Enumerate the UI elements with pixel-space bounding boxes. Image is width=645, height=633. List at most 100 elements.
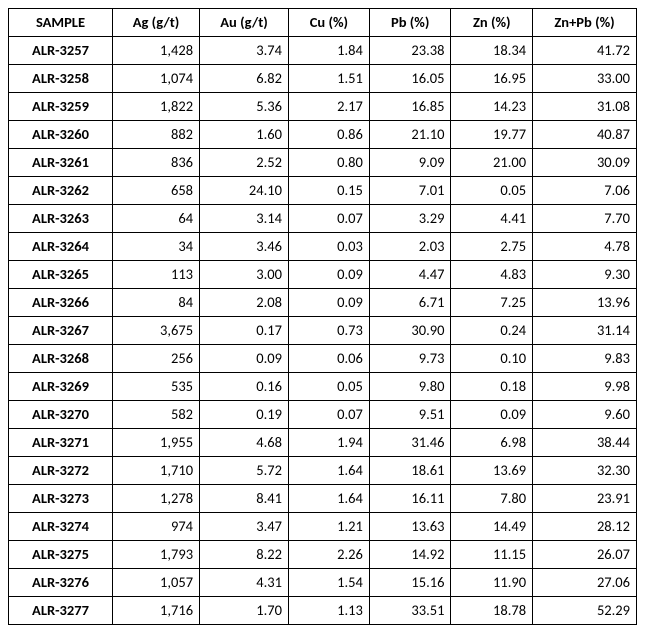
table-row: ALR-326265824.100.157.010.057.06 <box>9 177 637 205</box>
cell-pb: 14.92 <box>369 541 451 569</box>
cell-cu: 0.86 <box>288 121 369 149</box>
cell-au: 8.22 <box>200 541 289 569</box>
cell-au: 24.10 <box>200 177 289 205</box>
table-row: ALR-32771,7161.701.1333.5118.7852.29 <box>9 597 637 625</box>
cell-znpb: 4.78 <box>533 233 637 261</box>
cell-znpb: 40.87 <box>533 121 637 149</box>
cell-pb: 9.51 <box>369 401 451 429</box>
cell-sample: ALR-3268 <box>9 345 113 373</box>
table-row: ALR-32751,7938.222.2614.9211.1526.07 <box>9 541 637 569</box>
cell-pb: 4.47 <box>369 261 451 289</box>
table-row: ALR-32711,9554.681.9431.466.9838.44 <box>9 429 637 457</box>
cell-ag: 1,822 <box>112 93 199 121</box>
cell-zn: 14.23 <box>451 93 533 121</box>
cell-pb: 31.46 <box>369 429 451 457</box>
cell-znpb: 9.83 <box>533 345 637 373</box>
cell-pb: 13.63 <box>369 513 451 541</box>
cell-au: 0.19 <box>200 401 289 429</box>
cell-sample: ALR-3274 <box>9 513 113 541</box>
cell-zn: 0.24 <box>451 317 533 345</box>
assay-table: SAMPLEAg (g/t)Au (g/t)Cu (%)Pb (%)Zn (%)… <box>8 8 637 625</box>
table-row: ALR-32618362.520.809.0921.0030.09 <box>9 149 637 177</box>
cell-cu: 0.03 <box>288 233 369 261</box>
table-row: ALR-32749743.471.2113.6314.4928.12 <box>9 513 637 541</box>
table-row: ALR-3263643.140.073.294.417.70 <box>9 205 637 233</box>
cell-pb: 33.51 <box>369 597 451 625</box>
cell-zn: 7.25 <box>451 289 533 317</box>
cell-au: 8.41 <box>200 485 289 513</box>
cell-sample: ALR-3263 <box>9 205 113 233</box>
cell-au: 3.47 <box>200 513 289 541</box>
header-au: Au (g/t) <box>200 9 289 37</box>
cell-au: 4.68 <box>200 429 289 457</box>
cell-au: 0.17 <box>200 317 289 345</box>
cell-ag: 882 <box>112 121 199 149</box>
cell-ag: 256 <box>112 345 199 373</box>
cell-ag: 64 <box>112 205 199 233</box>
cell-zn: 2.75 <box>451 233 533 261</box>
cell-znpb: 13.96 <box>533 289 637 317</box>
cell-pb: 23.38 <box>369 37 451 65</box>
cell-pb: 30.90 <box>369 317 451 345</box>
cell-znpb: 27.06 <box>533 569 637 597</box>
table-row: ALR-3264343.460.032.032.754.78 <box>9 233 637 261</box>
cell-zn: 11.15 <box>451 541 533 569</box>
cell-zn: 13.69 <box>451 457 533 485</box>
cell-cu: 0.15 <box>288 177 369 205</box>
cell-ag: 974 <box>112 513 199 541</box>
table-row: ALR-32571,4283.741.8423.3818.3441.72 <box>9 37 637 65</box>
cell-zn: 16.95 <box>451 65 533 93</box>
header-zn: Zn (%) <box>451 9 533 37</box>
cell-znpb: 9.60 <box>533 401 637 429</box>
cell-zn: 4.41 <box>451 205 533 233</box>
cell-au: 5.36 <box>200 93 289 121</box>
cell-ag: 1,955 <box>112 429 199 457</box>
cell-znpb: 26.07 <box>533 541 637 569</box>
cell-znpb: 30.09 <box>533 149 637 177</box>
table-row: ALR-32651133.000.094.474.839.30 <box>9 261 637 289</box>
cell-cu: 1.51 <box>288 65 369 93</box>
cell-cu: 1.54 <box>288 569 369 597</box>
cell-au: 2.52 <box>200 149 289 177</box>
cell-ag: 113 <box>112 261 199 289</box>
cell-cu: 0.07 <box>288 401 369 429</box>
cell-sample: ALR-3261 <box>9 149 113 177</box>
cell-znpb: 52.29 <box>533 597 637 625</box>
cell-cu: 0.06 <box>288 345 369 373</box>
table-row: ALR-32705820.190.079.510.099.60 <box>9 401 637 429</box>
cell-cu: 0.09 <box>288 289 369 317</box>
cell-cu: 0.73 <box>288 317 369 345</box>
cell-sample: ALR-3264 <box>9 233 113 261</box>
cell-pb: 9.73 <box>369 345 451 373</box>
cell-zn: 14.49 <box>451 513 533 541</box>
cell-cu: 2.17 <box>288 93 369 121</box>
cell-ag: 34 <box>112 233 199 261</box>
cell-au: 3.74 <box>200 37 289 65</box>
cell-ag: 658 <box>112 177 199 205</box>
cell-zn: 0.18 <box>451 373 533 401</box>
table-row: ALR-32721,7105.721.6418.6113.6932.30 <box>9 457 637 485</box>
header-pb: Pb (%) <box>369 9 451 37</box>
table-row: ALR-32673,6750.170.7330.900.2431.14 <box>9 317 637 345</box>
cell-zn: 0.05 <box>451 177 533 205</box>
cell-cu: 1.64 <box>288 485 369 513</box>
cell-sample: ALR-3257 <box>9 37 113 65</box>
table-body: ALR-32571,4283.741.8423.3818.3441.72ALR-… <box>9 37 637 625</box>
cell-cu: 1.64 <box>288 457 369 485</box>
cell-ag: 3,675 <box>112 317 199 345</box>
cell-zn: 4.83 <box>451 261 533 289</box>
cell-cu: 0.09 <box>288 261 369 289</box>
cell-au: 6.82 <box>200 65 289 93</box>
table-row: ALR-32731,2788.411.6416.117.8023.91 <box>9 485 637 513</box>
cell-ag: 1,716 <box>112 597 199 625</box>
cell-ag: 1,428 <box>112 37 199 65</box>
cell-au: 4.31 <box>200 569 289 597</box>
cell-ag: 1,793 <box>112 541 199 569</box>
cell-pb: 6.71 <box>369 289 451 317</box>
cell-cu: 0.07 <box>288 205 369 233</box>
header-sample: SAMPLE <box>9 9 113 37</box>
table-row: ALR-32761,0574.311.5415.1611.9027.06 <box>9 569 637 597</box>
cell-zn: 18.78 <box>451 597 533 625</box>
cell-znpb: 31.08 <box>533 93 637 121</box>
cell-cu: 1.13 <box>288 597 369 625</box>
